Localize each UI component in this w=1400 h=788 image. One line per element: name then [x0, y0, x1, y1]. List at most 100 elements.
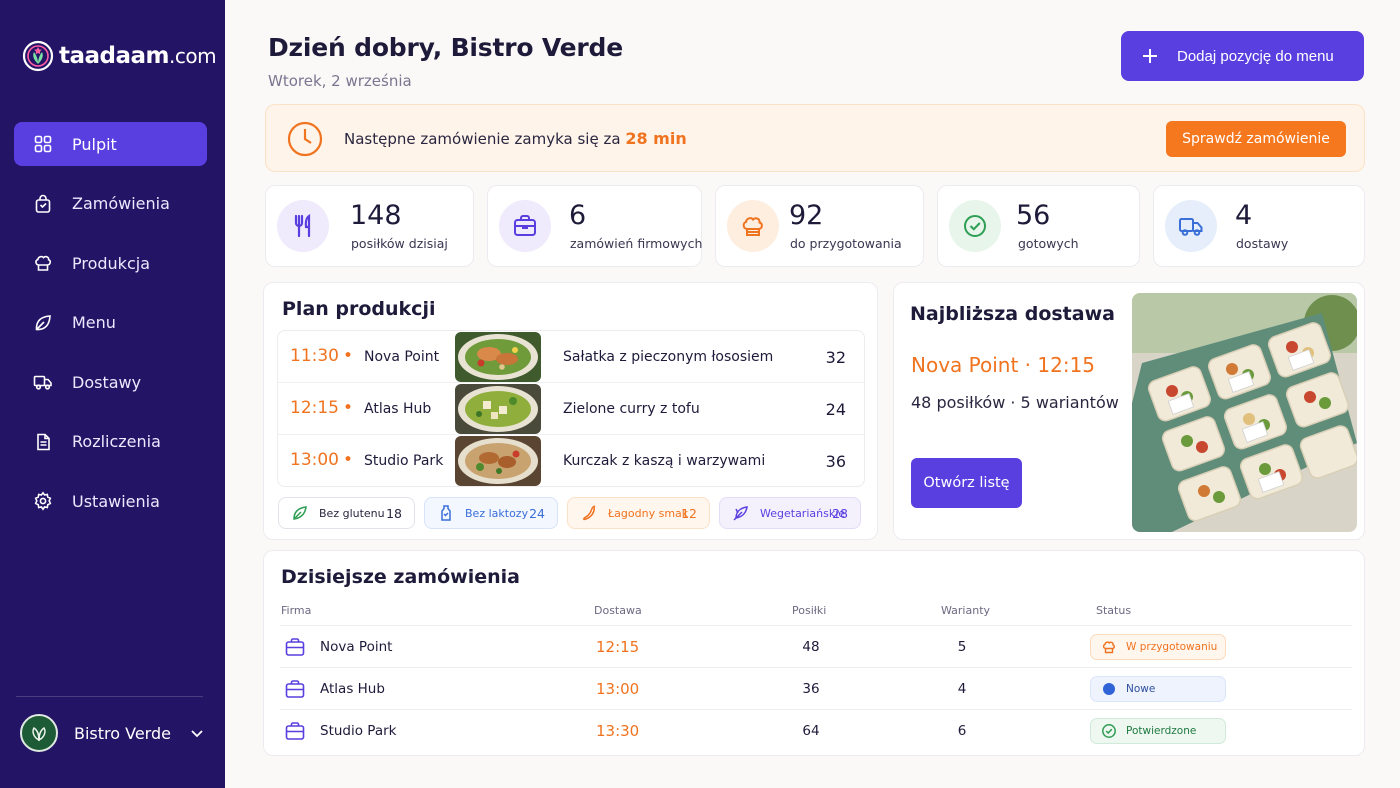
dish-photo-curry — [455, 384, 541, 434]
production-quantity: 24 — [825, 400, 846, 419]
sidebar-item-label: Rozliczenia — [72, 432, 161, 451]
production-company: Atlas Hub — [364, 401, 432, 417]
next-delivery-card: Najbliższa dostawa Nova Point · 12:15 48… — [893, 282, 1365, 540]
check-circle-icon — [949, 200, 1001, 252]
table-header-divider — [280, 625, 1352, 626]
bag-icon — [33, 194, 53, 214]
tag-count: 28 — [832, 505, 848, 521]
order-delivery-time: 13:00 — [596, 680, 640, 698]
check-circle-icon — [1102, 724, 1116, 738]
order-company: Studio Park — [320, 723, 397, 739]
production-dish: Sałatka z pieczonym łososiem — [563, 349, 774, 365]
sidebar-item-produkcja[interactable]: Produkcja — [14, 241, 207, 285]
open-list-button[interactable]: Otwórz listę — [911, 458, 1022, 508]
production-quantity: 36 — [825, 452, 846, 471]
check-order-button[interactable]: Sprawdź zamówienie — [1166, 121, 1346, 157]
stat-card-ready[interactable]: 56 gotowych — [937, 185, 1140, 267]
tag-lactose-free[interactable]: Bez laktozy 24 — [424, 497, 558, 529]
production-time: 12:15 — [290, 398, 339, 418]
stat-value: 6 — [569, 200, 587, 231]
stat-value: 92 — [789, 200, 824, 231]
list-item[interactable]: 11:30 • Nova Point Sałatka z pieczonym ł… — [278, 331, 864, 383]
wheat-off-icon — [293, 506, 307, 520]
chili-icon — [583, 505, 596, 521]
tag-gluten-free[interactable]: Bez glutenu 18 — [278, 497, 415, 529]
order-variants: 4 — [957, 681, 967, 697]
gear-icon — [33, 491, 53, 511]
tag-label: Wegetariańskie — [760, 506, 846, 520]
document-icon — [33, 432, 53, 452]
todays-orders-title: Dzisiejsze zamówienia — [281, 566, 520, 588]
production-company: Studio Park — [364, 453, 444, 469]
status-label: Potwierdzone — [1126, 725, 1197, 737]
briefcase-icon — [285, 638, 305, 656]
page-title: Dzień dobry, Bistro Verde — [268, 33, 623, 62]
grid-icon — [33, 134, 53, 154]
sidebar: taadaam.com Pulpit Zamówienia Produkcja … — [0, 0, 225, 788]
status-label: W przygotowaniu — [1126, 641, 1218, 653]
order-delivery-time: 12:15 — [596, 638, 640, 656]
sidebar-item-ustawienia[interactable]: Ustawienia — [14, 479, 207, 523]
order-deadline-alert: Następne zamówienie zamyka się za 28 min… — [265, 104, 1365, 172]
separator-dot: • — [343, 346, 354, 366]
stat-card-meals[interactable]: 148 posiłków dzisiaj — [265, 185, 474, 267]
column-header-company: Firma — [281, 604, 312, 617]
tag-vegetarian[interactable]: Wegetariańskie 28 — [719, 497, 861, 529]
dot-icon — [1103, 683, 1115, 695]
sidebar-item-menu[interactable]: Menu — [14, 301, 207, 345]
sidebar-item-label: Ustawienia — [72, 491, 160, 511]
column-header-status: Status — [1096, 604, 1132, 617]
sidebar-item-zamowienia[interactable]: Zamówienia — [14, 182, 207, 226]
table-row[interactable]: Studio Park 13:30 64 6 Potwierdzone — [280, 710, 1352, 752]
stat-card-company-orders[interactable]: 6 zamówień firmowych — [487, 185, 702, 267]
order-company: Nova Point — [320, 639, 393, 655]
sidebar-item-dostawy[interactable]: Dostawy — [14, 360, 207, 404]
logo-icon — [22, 40, 54, 72]
briefcase-icon — [499, 200, 551, 252]
add-menu-item-button[interactable]: Dodaj pozycję do menu — [1121, 31, 1364, 81]
stat-label: do przygotowania — [790, 236, 902, 251]
production-time: 11:30 — [290, 346, 339, 366]
sidebar-item-label: Dostawy — [72, 372, 142, 392]
tag-count: 18 — [386, 505, 402, 521]
leaf-logo-icon — [32, 726, 46, 742]
logo[interactable]: taadaam.com — [22, 40, 217, 72]
tag-label: Bez glutenu — [319, 506, 385, 520]
stat-card-deliveries[interactable]: 4 dostawy — [1153, 185, 1365, 267]
leaf-icon — [33, 313, 53, 333]
sidebar-item-label: Pulpit — [72, 134, 117, 154]
briefcase-icon — [285, 722, 305, 740]
status-badge: Potwierdzone — [1090, 718, 1226, 744]
stat-card-to-prepare[interactable]: 92 do przygotowania — [715, 185, 924, 267]
tag-label: Łagodny smak — [608, 506, 689, 520]
chevron-down-icon — [191, 730, 203, 738]
sidebar-item-pulpit[interactable]: Pulpit — [14, 122, 207, 166]
status-badge: Nowe — [1090, 676, 1226, 702]
table-row[interactable]: Nova Point 12:15 48 5 W przygotowaniu — [280, 626, 1352, 668]
account-switcher[interactable]: Bistro Verde — [20, 713, 205, 753]
alert-countdown: 28 min — [625, 129, 687, 148]
production-quantity: 32 — [825, 348, 846, 367]
stat-label: dostawy — [1236, 236, 1289, 251]
bottle-icon — [441, 505, 451, 521]
todays-orders-table: Dzisiejsze zamówienia Firma Dostawa Posi… — [263, 550, 1365, 756]
tag-label: Bez laktozy — [465, 506, 529, 520]
stat-value: 148 — [350, 200, 402, 231]
table-row[interactable]: Atlas Hub 13:00 36 4 Nowe — [280, 668, 1352, 710]
stat-label: gotowych — [1018, 236, 1079, 251]
production-plan-title: Plan produkcji — [282, 298, 436, 320]
chef-hat-icon — [727, 200, 779, 252]
logo-text: taadaam.com — [59, 43, 217, 69]
list-item[interactable]: 13:00 • Studio Park Kurczak z kaszą i wa… — [278, 435, 864, 487]
chef-hat-icon — [1102, 641, 1115, 654]
sidebar-item-rozliczenia[interactable]: Rozliczenia — [14, 420, 207, 464]
list-item[interactable]: 12:15 • Atlas Hub Zielone curry z tofu 2… — [278, 383, 864, 435]
order-meals: 36 — [802, 681, 820, 697]
clock-icon — [287, 121, 323, 157]
tag-count: 24 — [529, 505, 545, 521]
next-delivery-meta: 48 posiłków · 5 wariantów — [911, 393, 1119, 412]
tag-count: 12 — [681, 505, 697, 521]
next-delivery-title: Najbliższa dostawa — [910, 303, 1115, 325]
current-date: Wtorek, 2 września — [268, 72, 412, 90]
tag-mild-taste[interactable]: Łagodny smak 12 — [567, 497, 710, 529]
